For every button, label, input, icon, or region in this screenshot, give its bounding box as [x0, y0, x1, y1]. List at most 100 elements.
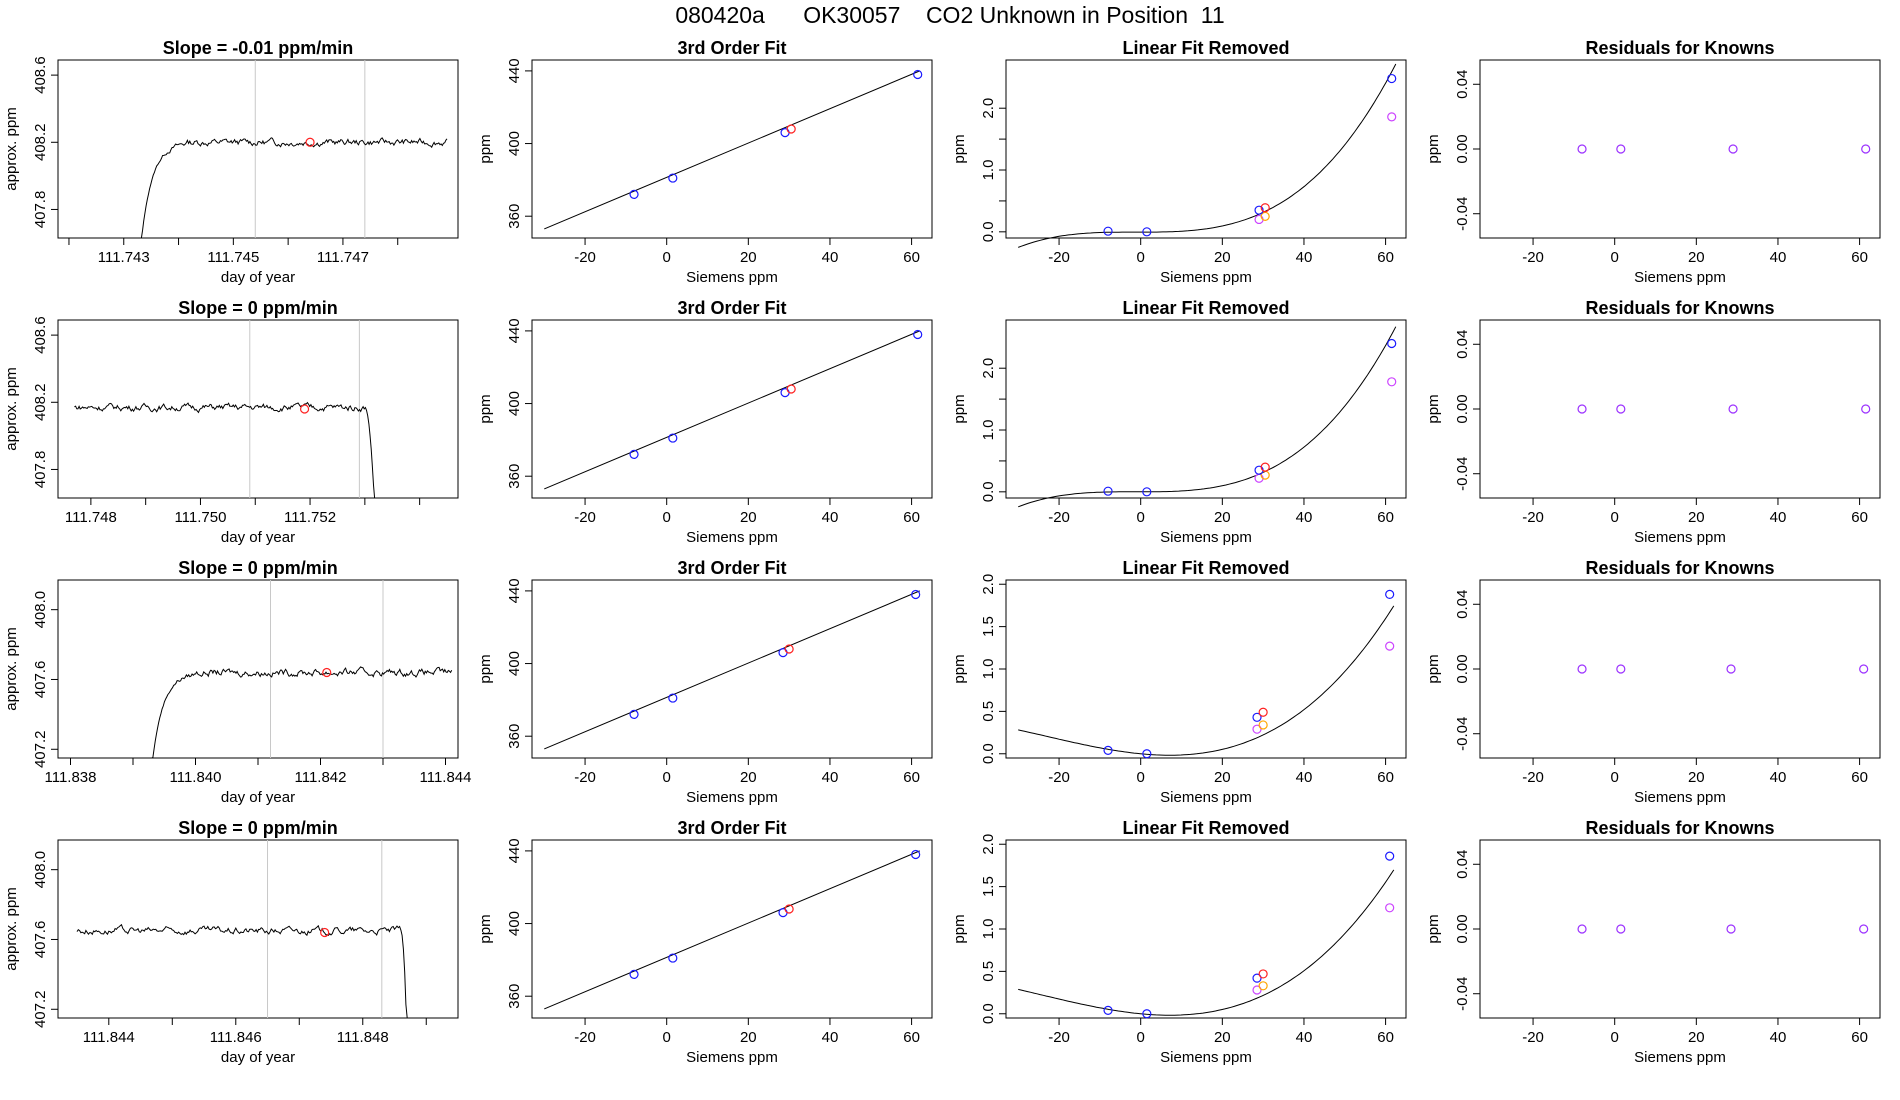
- x-tick-label: 40: [822, 1029, 839, 1046]
- residual-point: [1616, 404, 1626, 414]
- known-point: [1142, 487, 1152, 497]
- y-tick-label: 408.6: [32, 56, 49, 94]
- known-point: [1103, 226, 1113, 236]
- chart-title: 3rd Order Fit: [677, 38, 786, 58]
- y-tick-label: 440: [506, 578, 523, 603]
- magenta-point: [1252, 724, 1262, 734]
- y-tick-label: 1.5: [980, 876, 997, 897]
- concentration-trace: [151, 666, 453, 759]
- plot-frame: [531, 579, 933, 759]
- chart-title: Slope = 0 ppm/min: [178, 818, 338, 838]
- x-tick-label: 20: [740, 1029, 757, 1046]
- chart-title: Residuals for Knowns: [1585, 38, 1774, 58]
- x-axis-label: Siemens ppm: [1160, 1049, 1252, 1066]
- x-tick-label: 60: [1851, 509, 1868, 526]
- y-tick-label: 407.8: [32, 451, 49, 489]
- x-tick-label: 111.750: [174, 509, 226, 526]
- chart-title: Residuals for Knowns: [1585, 298, 1774, 318]
- concentration-trace: [74, 401, 376, 499]
- x-tick-label: 0: [1611, 509, 1619, 526]
- known-point: [668, 433, 678, 443]
- y-axis-label: ppm: [1425, 394, 1442, 423]
- y-axis-label: ppm: [477, 394, 494, 423]
- residual-point: [1616, 664, 1626, 674]
- plot-frame: [57, 579, 459, 759]
- x-tick-label: 40: [1296, 1029, 1313, 1046]
- magenta-point: [1387, 377, 1397, 387]
- x-tick-label: 0: [1611, 769, 1619, 786]
- x-axis-label: Siemens ppm: [686, 269, 778, 286]
- x-tick-label: -20: [574, 769, 596, 786]
- x-axis-label: Siemens ppm: [1160, 269, 1252, 286]
- x-axis-label: Siemens ppm: [1634, 1049, 1726, 1066]
- known-point: [1385, 589, 1395, 600]
- chart-title: Linear Fit Removed: [1122, 38, 1289, 58]
- x-tick-label: 111.848: [337, 1029, 389, 1046]
- x-tick-label: 111.745: [207, 249, 259, 266]
- y-tick-label: 440: [506, 318, 523, 343]
- x-tick-label: 0: [663, 249, 671, 266]
- known-point: [1142, 1009, 1152, 1019]
- x-tick-label: 60: [1851, 1029, 1868, 1046]
- orange-point: [1258, 720, 1268, 730]
- x-tick-label: 20: [1688, 1029, 1705, 1046]
- x-tick-label: 60: [1377, 509, 1394, 526]
- chart-title: Linear Fit Removed: [1122, 558, 1289, 578]
- plot-frame: [57, 839, 459, 1019]
- y-tick-label: 360: [506, 464, 523, 489]
- concentration-trace: [76, 923, 408, 1019]
- y-tick-label: 0.04: [1454, 590, 1471, 619]
- y-tick-label: 400: [506, 131, 523, 156]
- x-tick-label: 60: [1851, 769, 1868, 786]
- x-tick-label: 0: [663, 769, 671, 786]
- y-tick-label: 440: [506, 838, 523, 863]
- y-tick-label: 0.00: [1454, 914, 1471, 943]
- x-tick-label: -20: [574, 509, 596, 526]
- y-tick-label: 0.0: [980, 1003, 997, 1024]
- plot-frame: [1479, 839, 1881, 1019]
- x-tick-label: 20: [1214, 1029, 1231, 1046]
- plot-frame: [1005, 319, 1407, 499]
- y-axis-label: ppm: [477, 134, 494, 163]
- x-tick-label: 20: [1214, 249, 1231, 266]
- x-axis-label: Siemens ppm: [686, 789, 778, 806]
- x-axis-label: Siemens ppm: [1634, 269, 1726, 286]
- known-point: [911, 849, 921, 860]
- magenta-point: [1385, 641, 1395, 651]
- x-tick-label: 60: [903, 249, 920, 266]
- x-tick-label: 111.747: [317, 249, 369, 266]
- y-tick-label: 0.5: [980, 961, 997, 982]
- y-tick-label: 407.6: [32, 661, 49, 699]
- x-tick-label: 111.752: [284, 509, 336, 526]
- known-point: [629, 709, 639, 720]
- chart-title: Slope = -0.01 ppm/min: [163, 38, 354, 58]
- chart-title: Residuals for Knowns: [1585, 558, 1774, 578]
- x-axis-label: day of year: [221, 1049, 295, 1066]
- fit-line: [544, 70, 920, 230]
- x-axis-label: day of year: [221, 789, 295, 806]
- x-tick-label: 0: [1137, 769, 1145, 786]
- y-tick-label: 0.04: [1454, 330, 1471, 359]
- y-tick-label: 400: [506, 391, 523, 416]
- y-axis-label: approx. ppm: [3, 107, 20, 190]
- known-point: [913, 69, 923, 80]
- residual-point: [1861, 144, 1871, 154]
- known-point: [1385, 851, 1395, 861]
- known-point: [1254, 205, 1264, 215]
- known-point: [1387, 73, 1397, 84]
- residual-point: [1859, 664, 1869, 674]
- x-tick-label: 0: [1611, 1029, 1619, 1046]
- x-tick-label: 60: [903, 769, 920, 786]
- plot-frame: [531, 839, 933, 1019]
- x-tick-label: 40: [1296, 249, 1313, 266]
- x-tick-label: 40: [822, 249, 839, 266]
- plot-frame: [1005, 839, 1407, 1019]
- x-tick-label: 111.748: [65, 509, 117, 526]
- unknown-marker: [305, 137, 315, 147]
- x-tick-label: 111.838: [45, 769, 97, 786]
- y-tick-label: 408.2: [32, 124, 49, 162]
- x-tick-label: -20: [1522, 769, 1544, 786]
- magenta-point: [1385, 903, 1395, 913]
- y-tick-label: 407.2: [32, 731, 49, 769]
